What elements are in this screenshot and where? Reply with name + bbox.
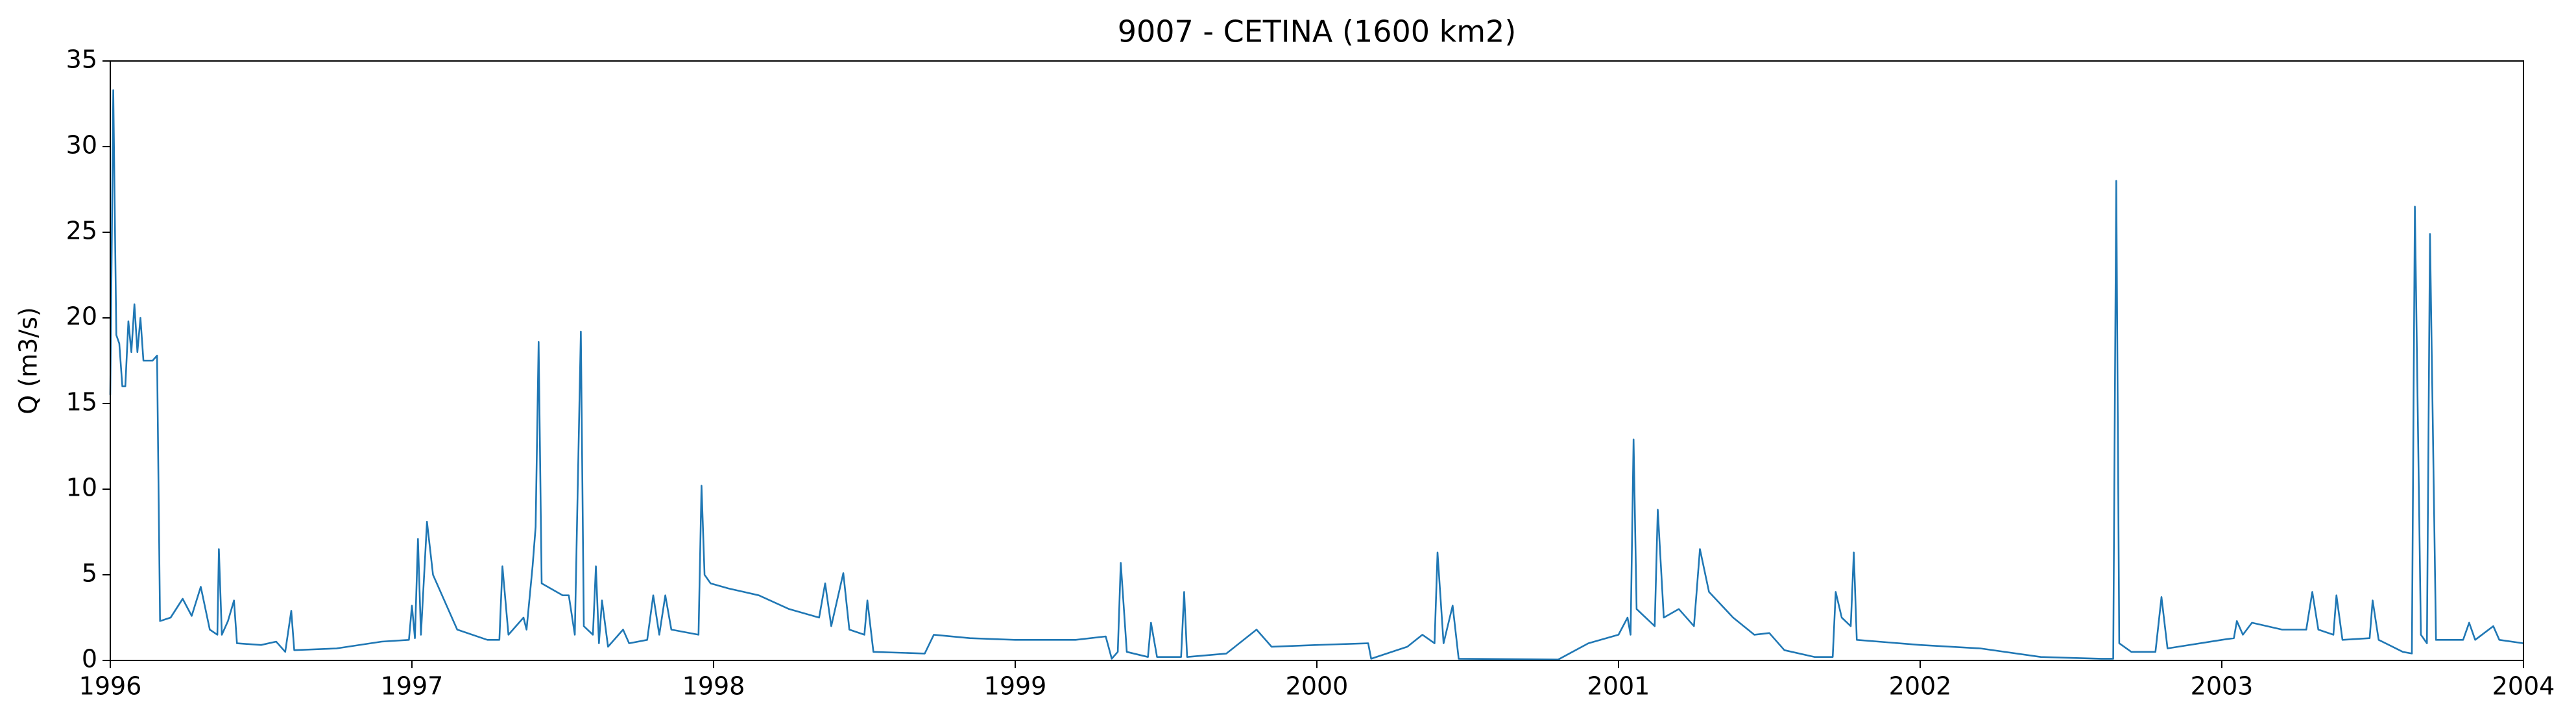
x-tick-label: 1997	[381, 672, 444, 701]
y-tick-label: 30	[66, 131, 97, 160]
y-tick-label: 25	[66, 217, 97, 245]
x-tick-label: 2001	[1587, 672, 1650, 701]
data-line	[109, 89, 2524, 660]
x-tick-label: 1998	[682, 672, 745, 701]
y-axis-label: Q (m3/s)	[14, 307, 43, 414]
chart-title: 9007 - CETINA (1600 km2)	[1118, 14, 1517, 49]
x-tick-label: 1996	[79, 672, 142, 701]
x-tick-label: 2000	[1286, 672, 1349, 701]
y-tick-label: 0	[82, 645, 97, 673]
x-tick-label: 2004	[2492, 672, 2555, 701]
plot-frame	[110, 60, 2524, 661]
y-tick-label: 10	[66, 474, 97, 502]
y-tick-label: 35	[66, 45, 97, 74]
y-tick-label: 20	[66, 302, 97, 331]
x-tick-label: 1999	[984, 672, 1047, 701]
x-tick-label: 2003	[2191, 672, 2254, 701]
x-tick-label: 2002	[1889, 672, 1952, 701]
y-tick-label: 5	[82, 559, 97, 588]
y-tick-label: 15	[66, 388, 97, 416]
